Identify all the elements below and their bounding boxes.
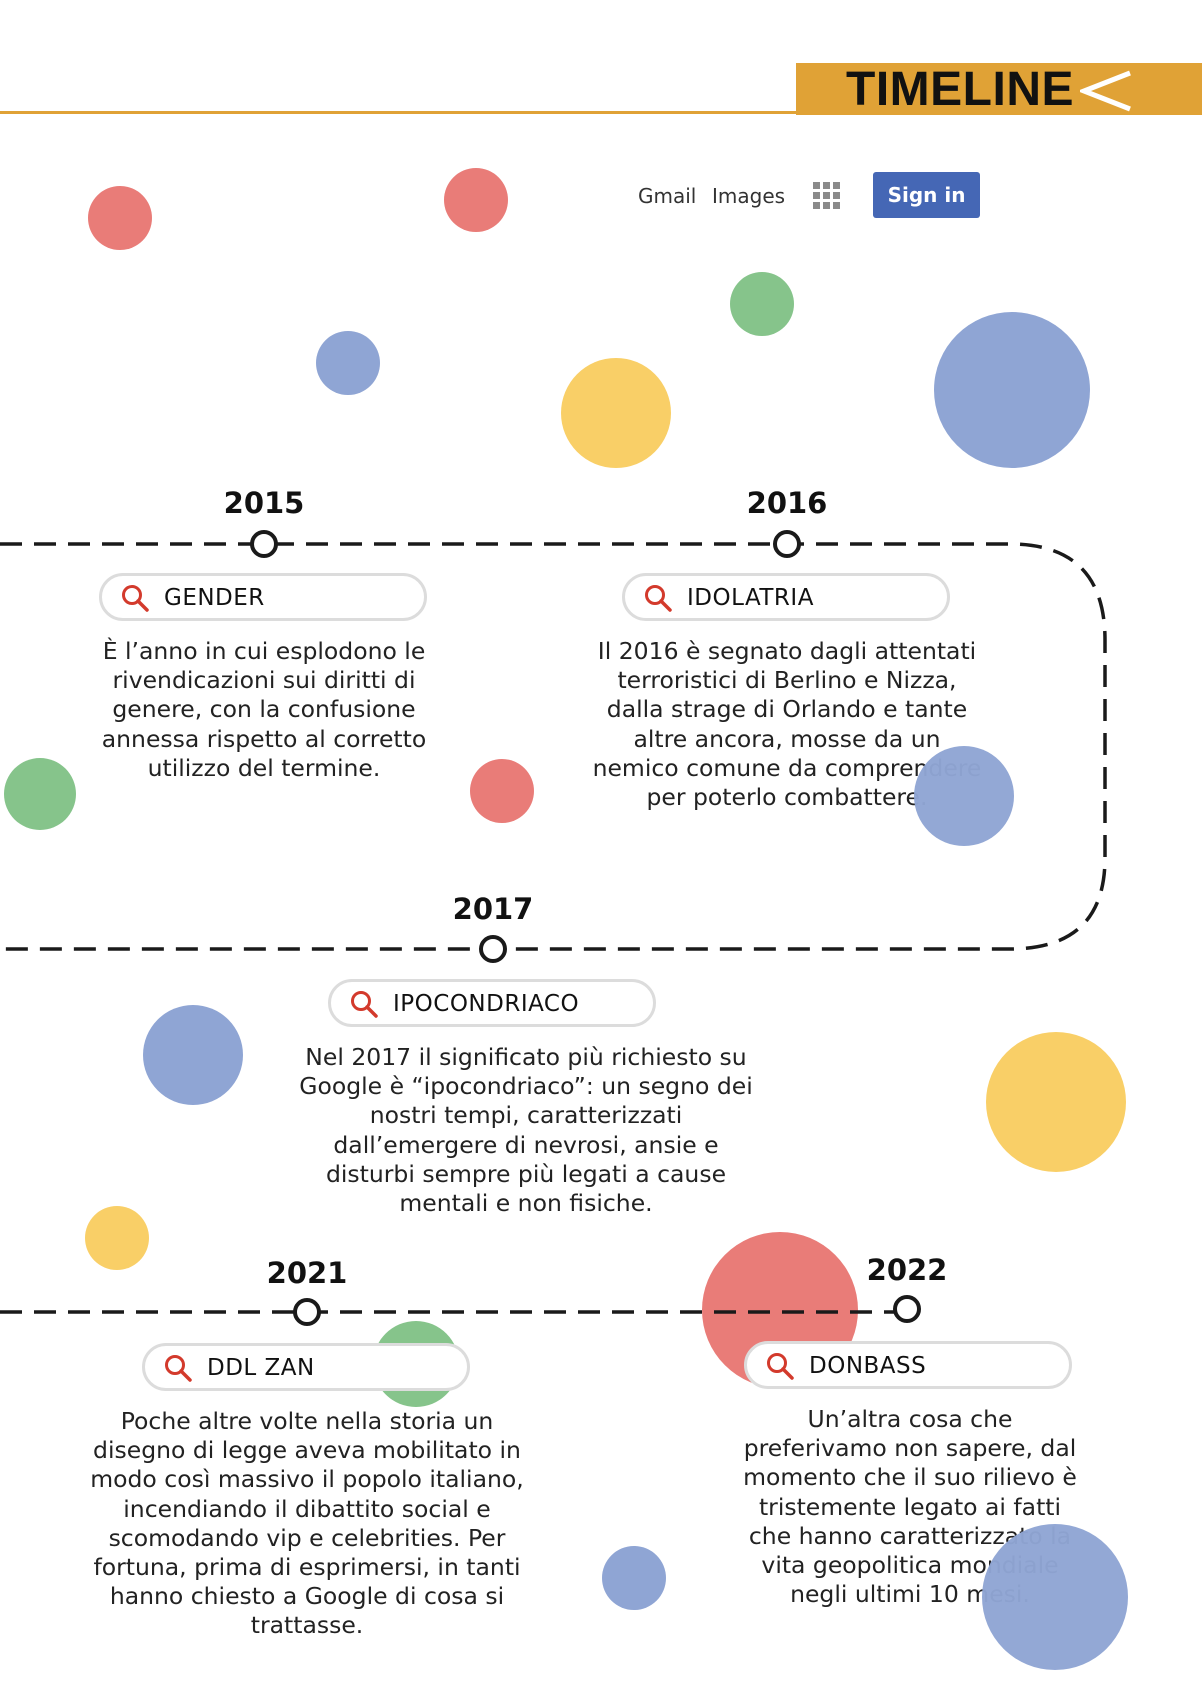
event-description: Nel 2017 il significato più richiesto su… <box>299 1043 753 1218</box>
decorative-dot <box>730 272 794 336</box>
year-label: 2017 <box>452 892 534 926</box>
decorative-dot <box>561 358 671 468</box>
decorative-dot <box>85 1206 149 1270</box>
timeline-node <box>773 530 801 558</box>
year-label: 2015 <box>223 486 305 520</box>
search-icon <box>165 1355 192 1382</box>
sign-in-button[interactable]: Sign in <box>873 172 980 218</box>
year-label: 2022 <box>866 1253 948 1287</box>
year-label: 2021 <box>266 1256 348 1290</box>
timeline-node <box>250 530 278 558</box>
event-description: Poche altre volte nella storia un disegn… <box>90 1407 524 1640</box>
timeline-node <box>893 1295 921 1323</box>
search-bar: DDL ZAN <box>142 1343 470 1391</box>
apps-grid-icon[interactable] <box>813 182 840 209</box>
chevron-left-icon <box>1080 70 1131 112</box>
event-description: È l’anno in cui esplodono le rivendicazi… <box>101 637 427 782</box>
search-term: IPOCONDRIACO <box>393 991 580 1017</box>
header-rule <box>0 111 800 114</box>
page-title: TIMELINE <box>846 63 1074 116</box>
search-bar: IPOCONDRIACO <box>328 979 656 1027</box>
search-icon <box>351 991 378 1018</box>
decorative-dot <box>914 746 1014 846</box>
search-bar: GENDER <box>99 573 427 621</box>
decorative-dot <box>470 759 534 823</box>
search-bar: DONBASS <box>744 1341 1072 1389</box>
search-term: DDL ZAN <box>207 1355 315 1381</box>
decorative-dot <box>602 1546 666 1610</box>
decorative-dot <box>88 186 152 250</box>
gmail-link[interactable]: Gmail <box>638 184 697 208</box>
decorative-dot <box>934 312 1090 468</box>
decorative-dot <box>4 758 76 830</box>
decorative-dot <box>982 1524 1128 1670</box>
header-banner <box>796 63 1202 115</box>
decorative-dot <box>444 168 508 232</box>
search-term: DONBASS <box>809 1353 927 1379</box>
search-term: IDOLATRIA <box>687 585 814 611</box>
images-link[interactable]: Images <box>712 184 786 208</box>
decorative-dot <box>143 1005 243 1105</box>
year-label: 2016 <box>746 486 828 520</box>
search-icon <box>767 1353 794 1380</box>
search-term: GENDER <box>164 585 265 611</box>
decorative-dot <box>986 1032 1126 1172</box>
search-icon <box>645 585 672 612</box>
timeline-node <box>293 1298 321 1326</box>
search-bar: IDOLATRIA <box>622 573 950 621</box>
search-icon <box>122 585 149 612</box>
decorative-dot <box>316 331 380 395</box>
timeline-node <box>479 935 507 963</box>
